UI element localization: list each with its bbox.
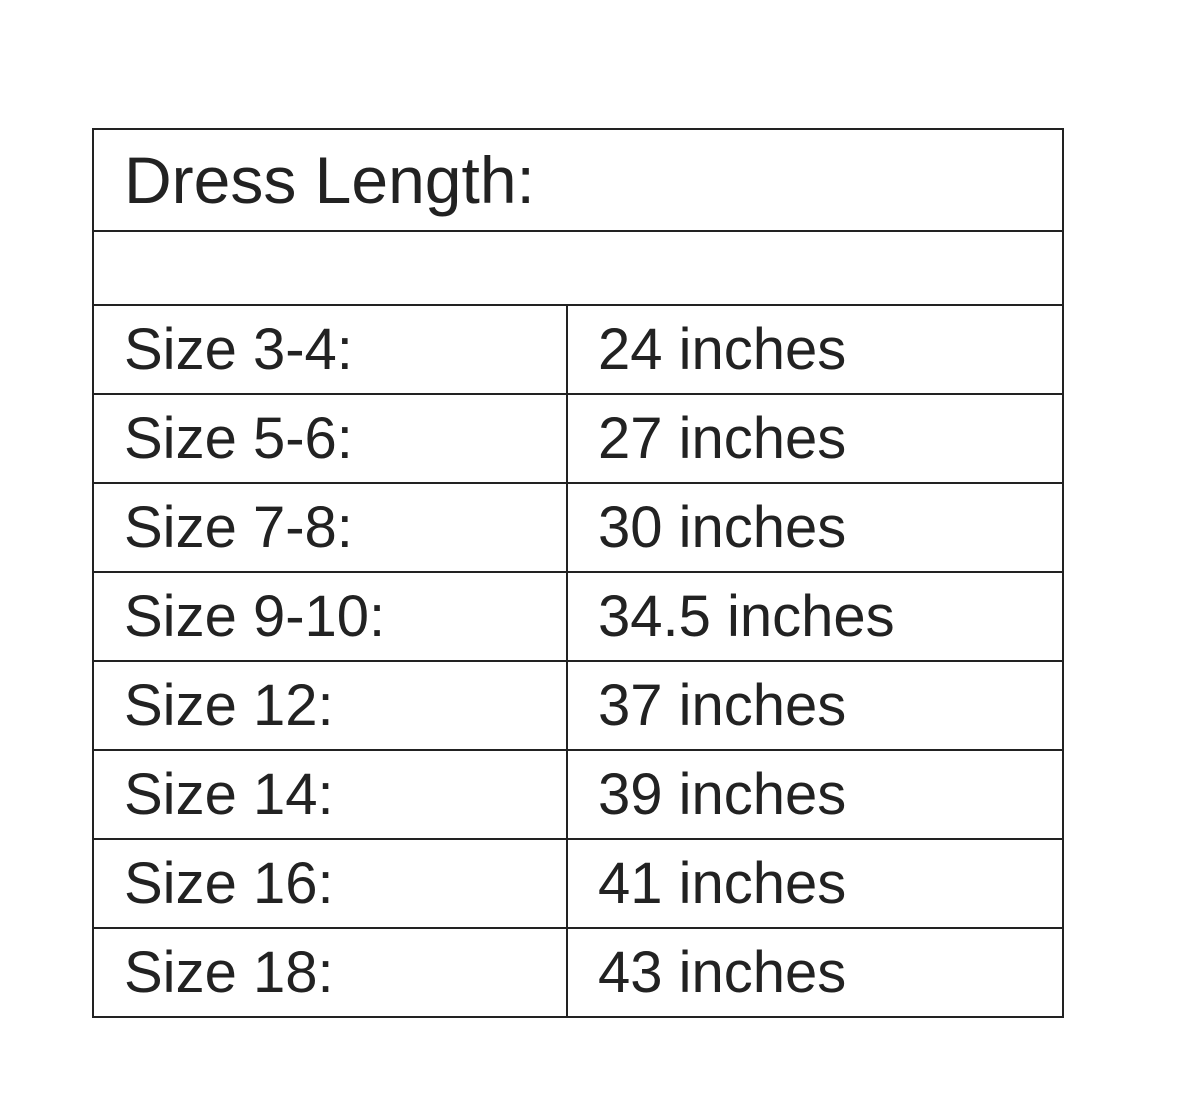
table-row: Size 16: 41 inches [92, 838, 1064, 929]
table-row: Size 14: 39 inches [92, 749, 1064, 840]
table-row: Size 18: 43 inches [92, 927, 1064, 1018]
size-cell: Size 18: [92, 927, 568, 1018]
table-row: Size 3-4: 24 inches [92, 304, 1064, 395]
size-cell: Size 14: [92, 749, 568, 840]
length-cell: 37 inches [566, 660, 1064, 751]
length-cell: 39 inches [566, 749, 1064, 840]
length-cell: 34.5 inches [566, 571, 1064, 662]
size-cell: Size 7-8: [92, 482, 568, 573]
table-row: Size 12: 37 inches [92, 660, 1064, 751]
size-cell: Size 9-10: [92, 571, 568, 662]
table-row: Size 5-6: 27 inches [92, 393, 1064, 484]
table-row: Size 9-10: 34.5 inches [92, 571, 1064, 662]
blank-row [92, 230, 1064, 306]
length-cell: 24 inches [566, 304, 1064, 395]
length-cell: 41 inches [566, 838, 1064, 929]
size-cell: Size 12: [92, 660, 568, 751]
size-cell: Size 5-6: [92, 393, 568, 484]
size-chart-table: Dress Length: Size 3-4: 24 inches Size 5-6… [92, 128, 1064, 1018]
length-cell: 27 inches [566, 393, 1064, 484]
length-cell: 43 inches [566, 927, 1064, 1018]
length-cell: 30 inches [566, 482, 1064, 573]
size-cell: Size 3-4: [92, 304, 568, 395]
size-cell: Size 16: [92, 838, 568, 929]
table-row: Size 7-8: 30 inches [92, 482, 1064, 573]
table-title: Dress Length: [92, 128, 1064, 232]
